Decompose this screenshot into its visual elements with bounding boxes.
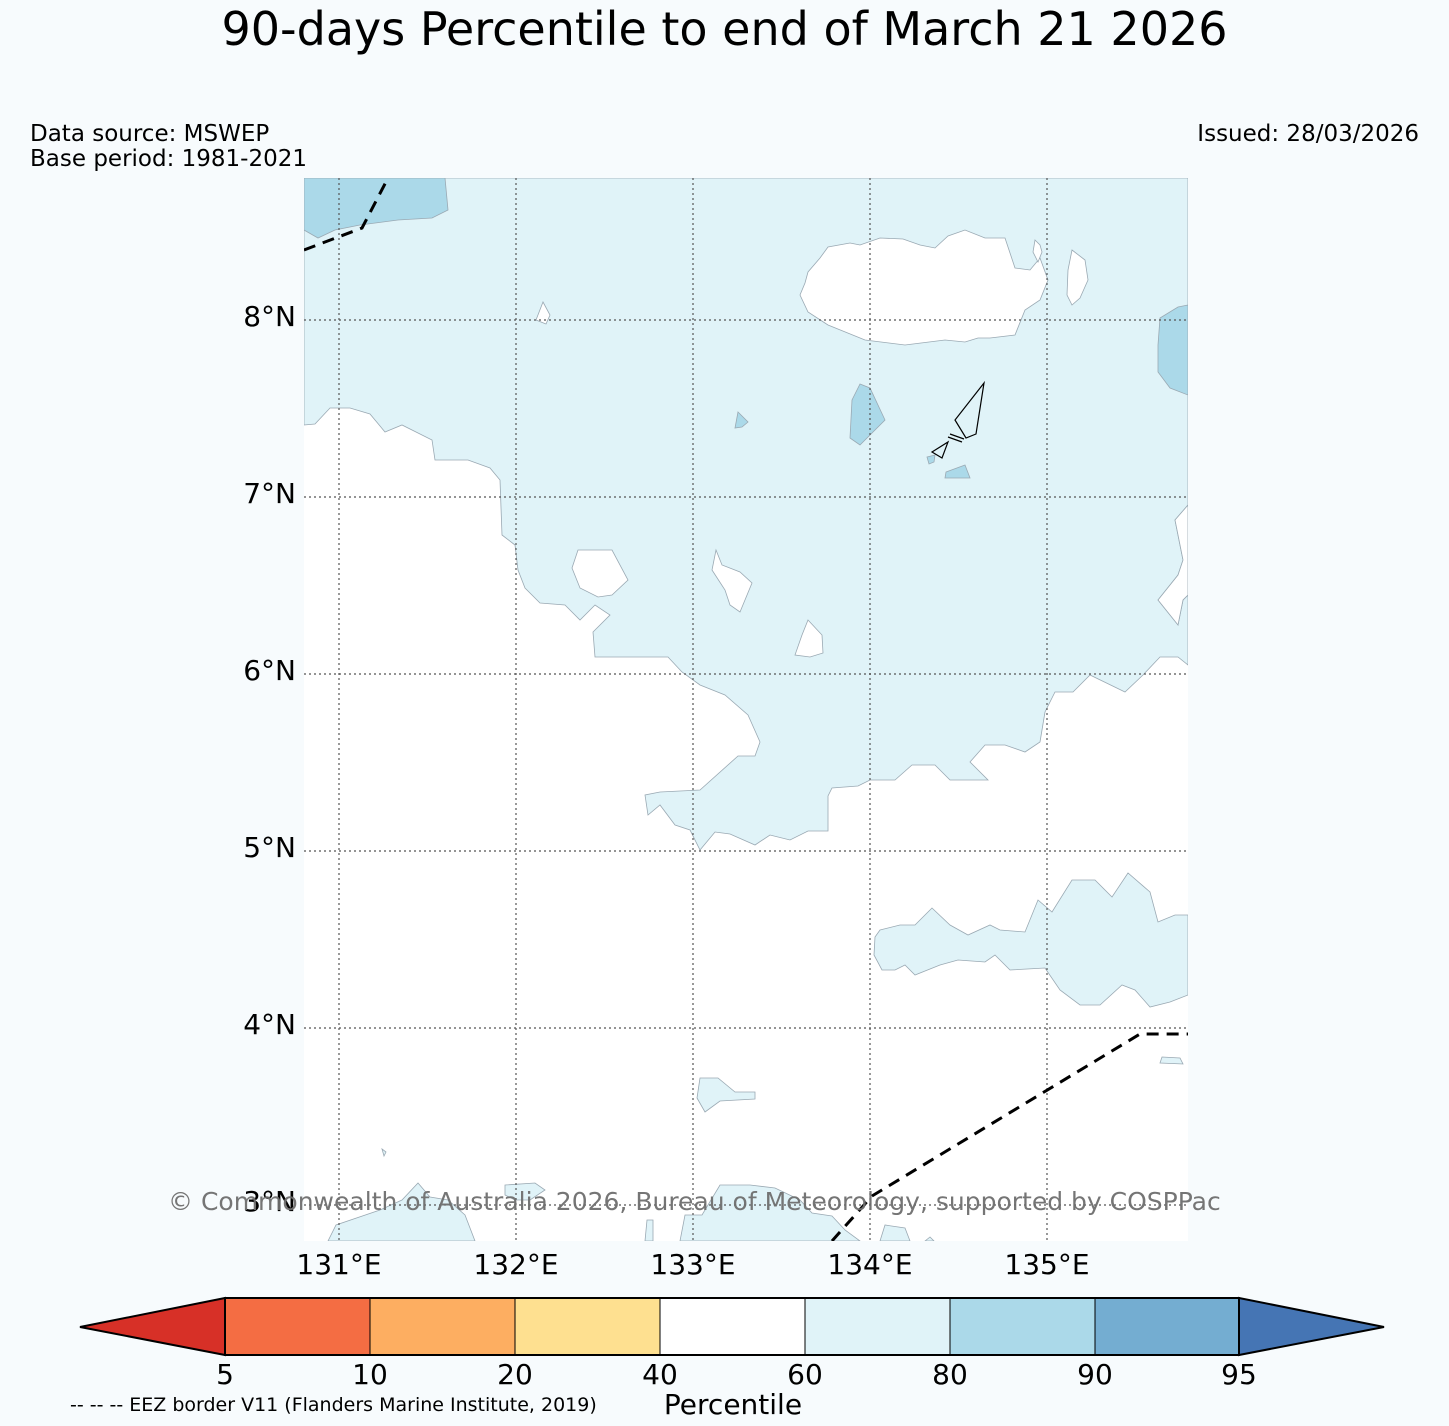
region-60-80-south-band [873,872,1188,1008]
region-80-90-nw [304,178,449,239]
colorbar-bin-90-95 [1094,1297,1240,1356]
region-40-60-blob-3 [794,619,824,658]
source-info: Data source: MSWEP Base period: 1981-202… [30,122,307,172]
region-40-60-islet-b [1066,249,1089,306]
colorbar-bin-10-20 [369,1297,516,1356]
colorbar-bin-60-80 [804,1297,951,1356]
region-60-80-south-edge-2 [644,1219,654,1241]
region-40-60-east-notch [1157,504,1188,626]
lat-label-8n: 8°N [243,300,296,333]
lat-label-6n: 6°N [243,654,296,687]
region-40-60-blob-1 [571,549,629,598]
colorbar-extend-high [1238,1296,1385,1357]
lon-label-135e: 135°E [1004,1248,1090,1281]
colorbar-tick-40: 40 [642,1358,678,1391]
colorbar-bin-40-60 [659,1297,806,1356]
region-80-90-islet-2 [734,411,749,429]
lat-label-5n: 5°N [243,831,296,864]
lat-label-4n: 4°N [243,1008,296,1041]
region-60-80-north [304,178,1188,851]
colorbar-extend-low [79,1296,226,1357]
region-40-60-islet-c [535,301,551,325]
lat-label-7n: 7°N [243,477,296,510]
eez-legend-note: -- -- -- EEZ border V11 (Flanders Marine… [70,1394,597,1416]
region-60-80-south-edge-1 [327,1182,476,1241]
coastline-islands [930,380,985,459]
region-80-90-east [1157,304,1188,396]
colorbar-tick-20: 20 [497,1358,533,1391]
colorbar-tick-5: 5 [216,1358,234,1391]
graticule [304,178,1188,1241]
colorbar-tick-10: 10 [352,1358,388,1391]
map-panel [304,178,1188,1241]
base-period: Base period: 1981-2021 [30,146,308,172]
region-60-80-south-islet-1 [696,1077,756,1113]
region-60-80-south-islet-3 [381,1147,387,1158]
colorbar-tick-90: 90 [1077,1358,1113,1391]
colorbar-bin-20-40 [514,1297,661,1356]
region-40-60-blob-2 [711,548,753,613]
colorbar-bin-5-10 [224,1297,371,1356]
eez-border-nw [304,178,390,252]
data-source: Data source: MSWEP [30,121,270,147]
colorbar [79,1296,1385,1357]
region-80-90-islet-3 [944,464,971,479]
lon-label-133e: 133°E [650,1248,736,1281]
region-60-80-south-edge-5 [924,1236,935,1241]
map-title: 90-days Percentile to end of March 21 20… [221,2,1228,56]
region-60-80-south-islet-4 [504,1182,546,1201]
colorbar-bin-80-90 [949,1297,1096,1356]
colorbar-outline [224,1297,1240,1356]
region-60-80-south-edge-3 [679,1184,861,1241]
issued-date: Issued: 28/03/2026 [1197,121,1419,147]
colorbar-label: Percentile [663,1388,803,1421]
colorbar-tick-60: 60 [787,1358,823,1391]
lat-label-3n: 3°N [243,1185,296,1218]
eez-border-se [830,1032,1188,1241]
region-60-80-south-edge-4 [879,1224,911,1241]
region-80-90-islet-4 [926,454,936,465]
eez-border [304,178,1188,1241]
colorbar-tick-80: 80 [932,1358,968,1391]
lon-label-131e: 131°E [296,1248,382,1281]
colorbar-tick-95: 95 [1221,1358,1257,1391]
lon-label-134e: 134°E [827,1248,913,1281]
copyright-notice: © Commonwealth of Australia 2026, Bureau… [168,1187,1221,1216]
region-60-80-south-islet-2 [1159,1056,1184,1065]
region-40-60-islet-a [1032,239,1043,263]
region-80-90-islet-1 [849,383,886,446]
region-40-60-island-ne [799,229,1049,346]
lon-label-132e: 132°E [473,1248,559,1281]
